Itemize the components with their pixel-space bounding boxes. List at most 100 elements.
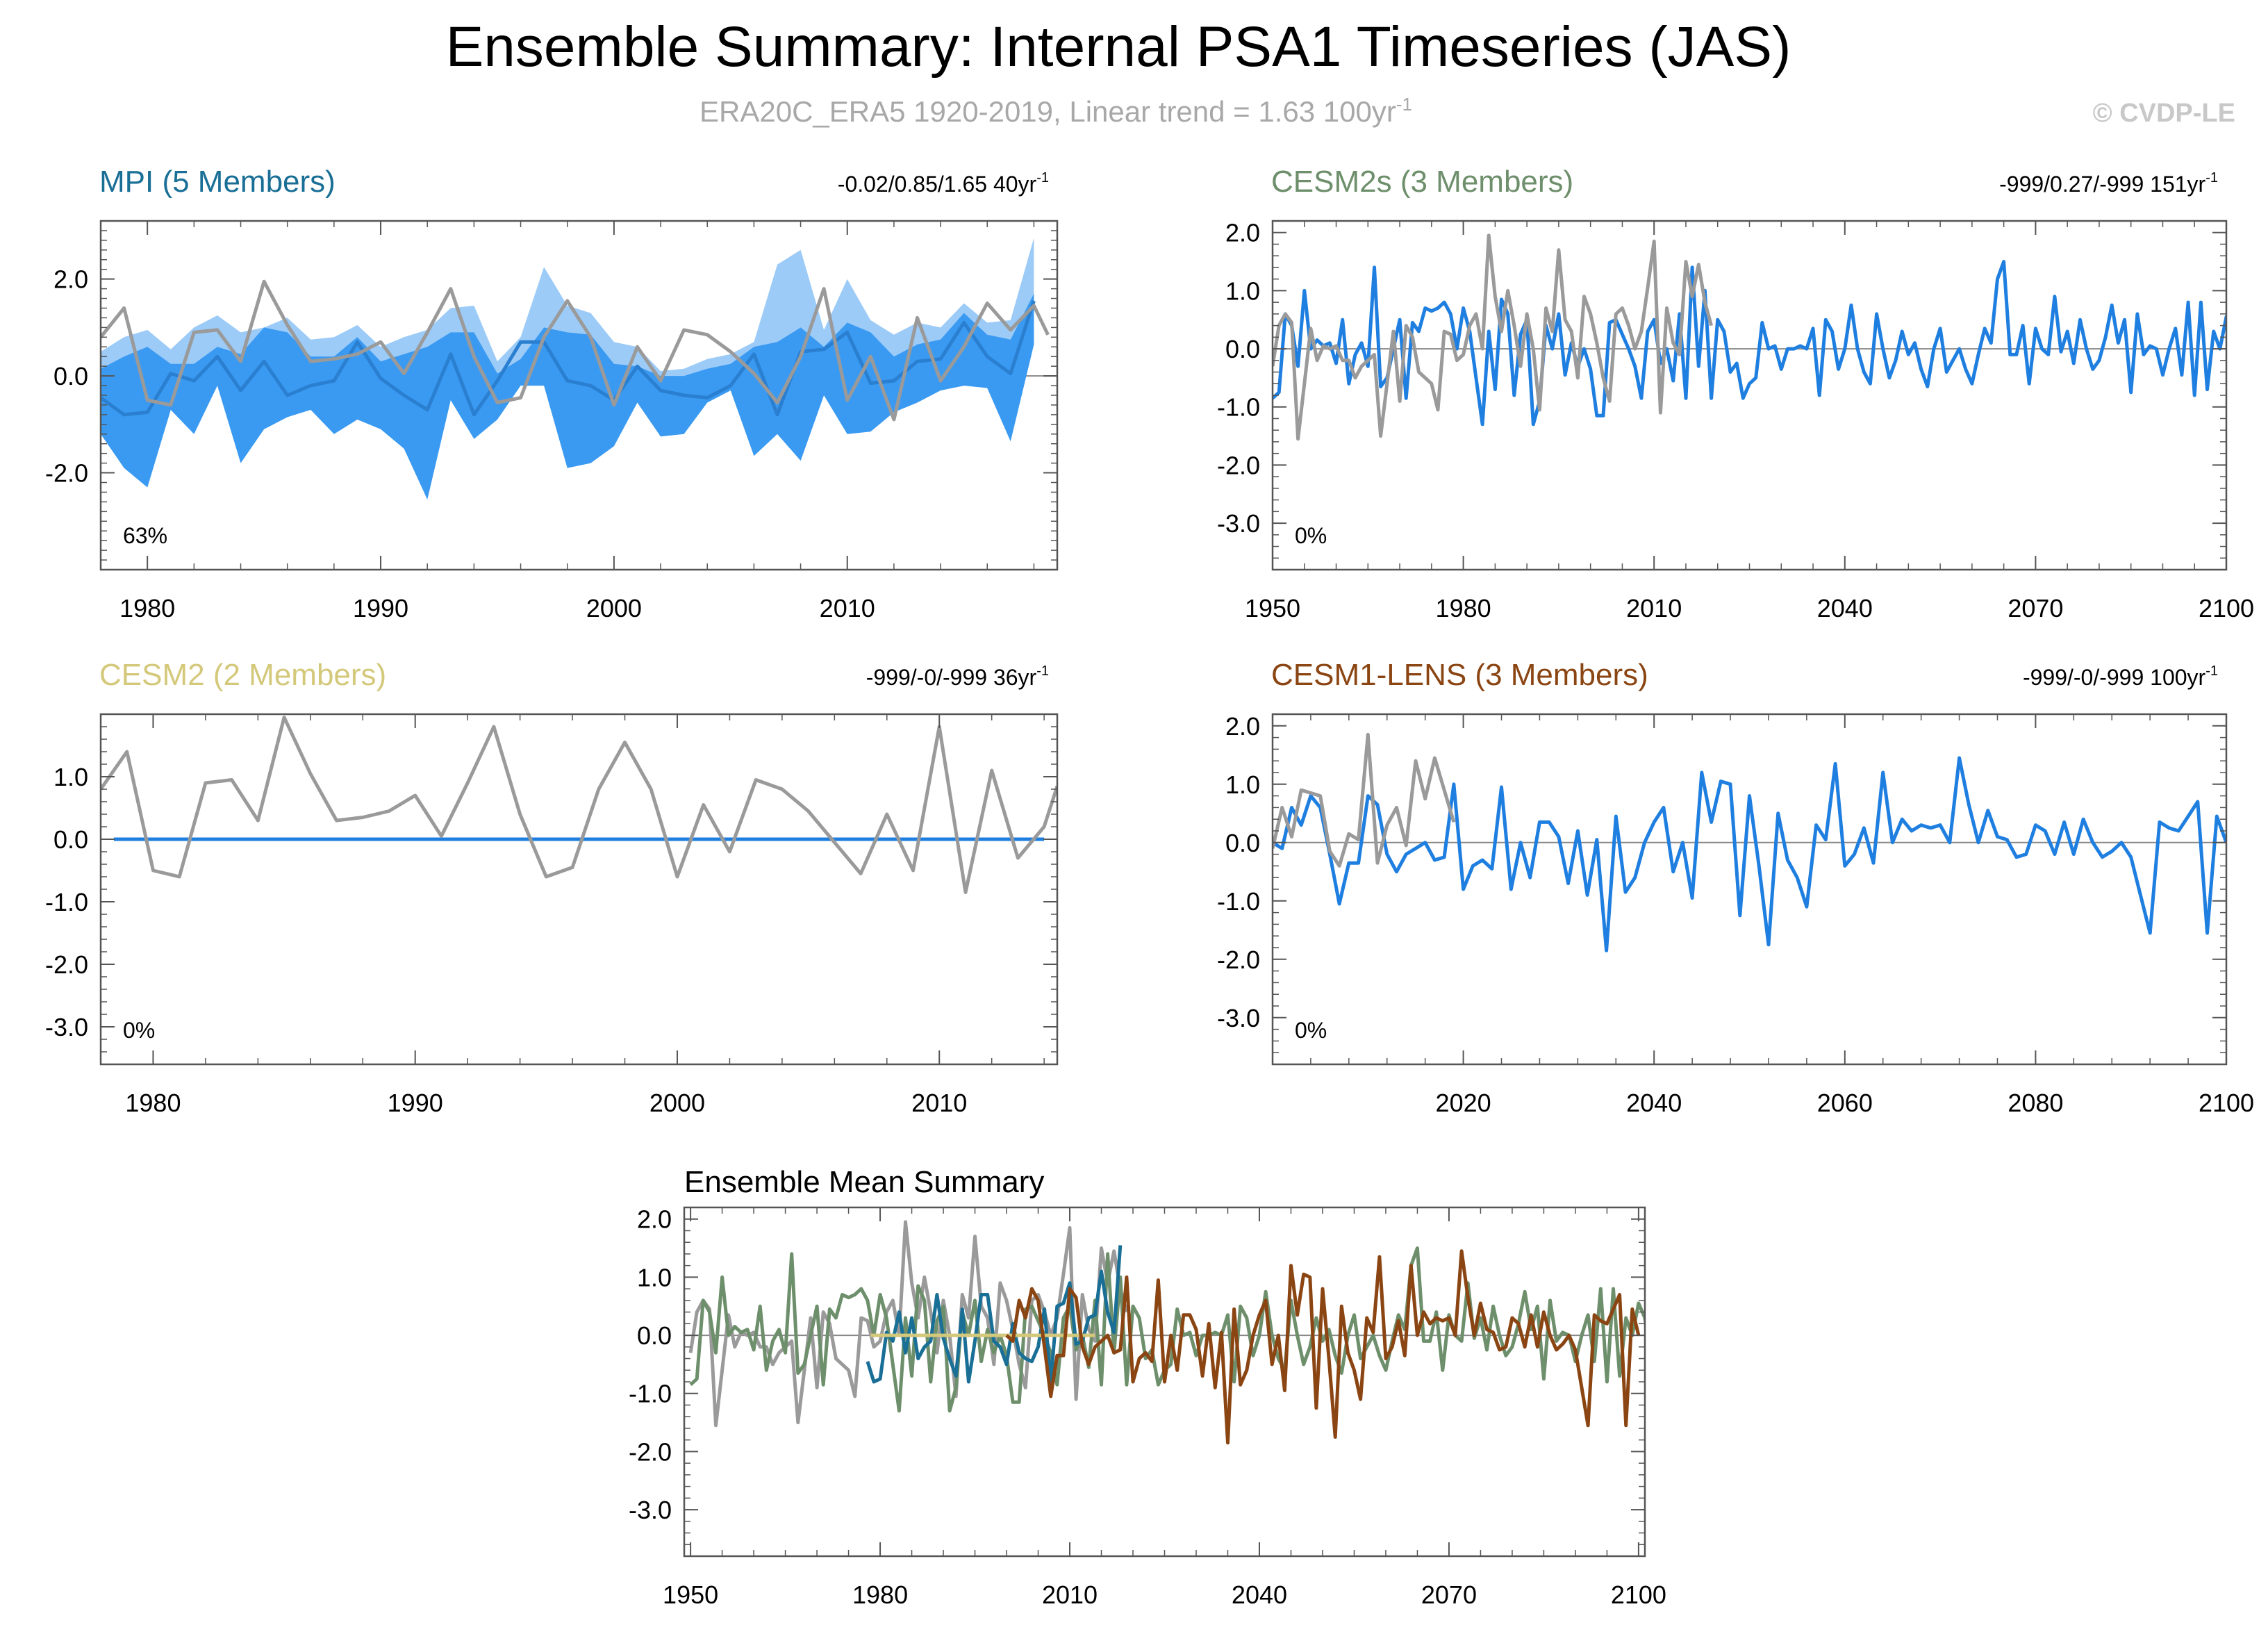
xtick-label: 1950	[1245, 594, 1300, 622]
xtick-label: 1990	[353, 594, 408, 622]
xtick-label: 2010	[1042, 1581, 1098, 1609]
panel-title: CESM1-LENS (3 Members)	[1271, 658, 1648, 692]
spread-inner	[101, 293, 1034, 500]
panel-stats: -999/-0/-999 36yr-1	[866, 663, 1049, 690]
ytick-label: -1.0	[1217, 393, 1260, 422]
stats-sup: -1	[2205, 170, 2218, 185]
ytick-label: -1.0	[629, 1380, 672, 1408]
panel-stats: -999/0.27/-999 151yr-1	[1999, 170, 2218, 197]
ytick-label: 1.0	[637, 1263, 672, 1291]
panel-cesm1: CESM1-LENS (3 Members) -999/-0/-999 100yr…	[1217, 658, 2254, 1117]
ytick-label: 0.0	[53, 362, 88, 390]
series-cesm2s	[689, 1246, 1645, 1413]
figure-subtitle-sup: -1	[1396, 94, 1412, 115]
xtick-label: 1980	[125, 1089, 181, 1117]
percent-label: 0%	[123, 1018, 155, 1043]
ens-mean-line	[1273, 756, 2226, 952]
xtick-label: 2100	[1611, 1581, 1666, 1609]
plot-area	[684, 1220, 1645, 1445]
plot-area	[1273, 233, 2226, 441]
ytick-label: 2.0	[637, 1205, 672, 1234]
panel-title: Ensemble Mean Summary	[684, 1165, 1044, 1199]
plot-area	[1273, 732, 2226, 952]
panel-title: CESM2s (3 Members)	[1271, 165, 1573, 199]
stats-sup: -1	[1036, 663, 1049, 679]
xtick-label: 2010	[911, 1089, 967, 1117]
obs-line	[101, 279, 1050, 422]
xtick-label: 1980	[119, 594, 175, 622]
ens-mean-line	[1273, 260, 2226, 427]
ytick-label: 2.0	[1225, 219, 1260, 247]
stats-text: -999/0.27/-999 151yr	[1999, 172, 2205, 197]
stats-text: -999/-0/-999 100yr	[2023, 665, 2206, 690]
obs-line	[1273, 233, 1714, 441]
stats-sup: -1	[1036, 170, 1049, 185]
ytick-label: 0.0	[53, 825, 88, 854]
percent-label: 0%	[1295, 1018, 1327, 1043]
ytick-label: -1.0	[45, 888, 88, 916]
xtick-label: 2040	[1626, 1089, 1682, 1117]
obs-line	[101, 716, 1057, 894]
ytick-label: 1.0	[53, 763, 88, 791]
xtick-label: 2040	[1232, 1581, 1287, 1609]
xtick-label: 1980	[852, 1581, 908, 1609]
xtick-label: 1950	[663, 1581, 718, 1609]
ytick-label: 2.0	[1225, 712, 1260, 741]
panel-cesm2s: CESM2s (3 Members) -999/0.27/-999 151yr-1…	[1217, 165, 2254, 622]
plot-area	[101, 716, 1057, 894]
ytick-label: 0.0	[637, 1321, 672, 1350]
ytick-label: -2.0	[45, 459, 88, 488]
xtick-label: 1990	[388, 1089, 443, 1117]
copyright-label: © CVDP-LE	[2093, 99, 2235, 128]
xtick-label: 2010	[1626, 594, 1682, 622]
ytick-label: 0.0	[1225, 335, 1260, 363]
panel-stats: -999/-0/-999 100yr-1	[2023, 663, 2218, 690]
obs-line	[1273, 732, 1456, 868]
xtick-label: 1980	[1436, 594, 1491, 622]
ytick-label: 2.0	[53, 265, 88, 294]
ytick-label: -3.0	[629, 1496, 672, 1524]
ytick-label: -3.0	[1217, 509, 1260, 538]
panel-title: CESM2 (2 Members)	[99, 658, 386, 692]
ytick-label: -3.0	[45, 1013, 88, 1041]
xtick-label: 2080	[2008, 1089, 2063, 1117]
panel-title: MPI (5 Members)	[99, 165, 336, 199]
stats-text: -0.02/0.85/1.65 40yr	[838, 172, 1037, 197]
percent-label: 0%	[1295, 523, 1327, 548]
xtick-label: 2100	[2199, 594, 2254, 622]
xtick-label: 2000	[586, 594, 642, 622]
figure-subtitle-text: ERA20C_ERA5 1920-2019, Linear trend = 1.…	[700, 95, 1396, 128]
xtick-label: 2040	[1817, 594, 1873, 622]
stats-sup: -1	[2205, 663, 2218, 679]
ytick-label: -3.0	[1217, 1004, 1260, 1032]
ytick-label: 1.0	[1225, 770, 1260, 799]
xtick-label: 2070	[2008, 594, 2063, 622]
ytick-label: -2.0	[1217, 946, 1260, 974]
series-mpi	[866, 1245, 1123, 1384]
ytick-label: 1.0	[1225, 277, 1260, 305]
ytick-label: -2.0	[629, 1437, 672, 1466]
xtick-label: 2070	[1421, 1581, 1477, 1609]
figure-subtitle: ERA20C_ERA5 1920-2019, Linear trend = 1.…	[700, 94, 1412, 128]
xtick-label: 2060	[1817, 1089, 1873, 1117]
xtick-label: 2100	[2199, 1089, 2254, 1117]
percent-label: 63%	[123, 523, 167, 548]
panel-cesm2: CESM2 (2 Members) -999/-0/-999 36yr-1 -3.0…	[45, 658, 1059, 1117]
ytick-label: 0.0	[1225, 829, 1260, 857]
panel-stats: -0.02/0.85/1.65 40yr-1	[838, 170, 1049, 197]
ytick-label: -1.0	[1217, 887, 1260, 916]
panel-mpi: MPI (5 Members) -0.02/0.85/1.65 40yr-1 -2.…	[45, 165, 1059, 622]
plot-frame	[99, 713, 1059, 1066]
xtick-label: 2010	[820, 594, 875, 622]
xtick-label: 2020	[1436, 1089, 1491, 1117]
ytick-label: -2.0	[1217, 451, 1260, 479]
plot-frame	[1271, 220, 2228, 571]
xtick-label: 2000	[649, 1089, 705, 1117]
panel-ensmean: Ensemble Mean Summary -3.0 -2.0 -1.0 0.0 1.0 2…	[629, 1165, 1666, 1609]
figure-title: Ensemble Summary: Internal PSA1 Timeseri…	[446, 15, 1791, 79]
ytick-label: -2.0	[45, 950, 88, 979]
stats-text: -999/-0/-999 36yr	[866, 665, 1037, 690]
series-cesm1-lens	[1005, 1249, 1641, 1445]
plot-area	[101, 238, 1057, 500]
